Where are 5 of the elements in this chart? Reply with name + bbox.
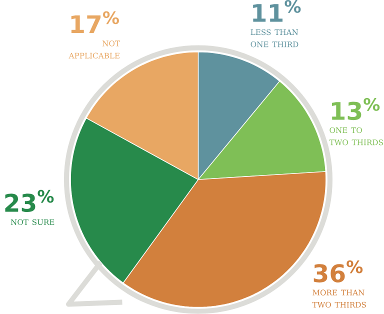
data-label: 23$^{%}$ xyxy=(5,190,54,212)
data-label: 36$^{%}$ xyxy=(314,260,363,283)
data-label: 17$^{%}$ xyxy=(71,11,119,34)
data-label: 13$^{%}$ xyxy=(332,98,380,120)
data-label: 11$^{%}$ xyxy=(253,0,301,22)
